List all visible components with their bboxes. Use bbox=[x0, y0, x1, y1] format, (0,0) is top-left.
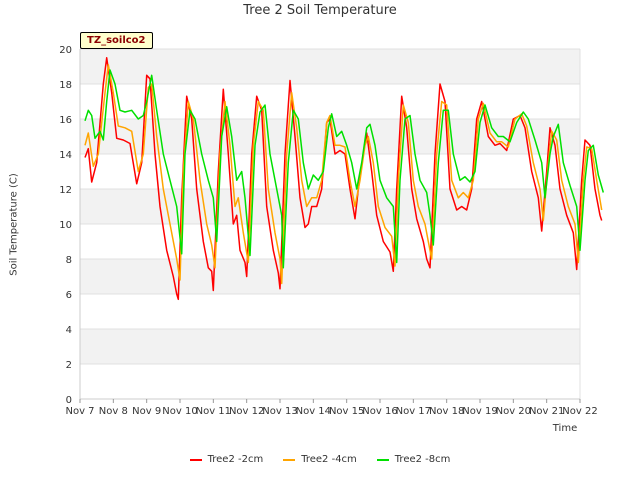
x-tick-label: Nov 15 bbox=[329, 406, 364, 417]
y-tick-labels: 0 2 4 6 8 10 12 14 16 18 20 bbox=[59, 45, 72, 406]
x-axis-label: Time bbox=[552, 423, 578, 434]
x-tick-label: Nov 7 bbox=[65, 406, 94, 417]
y-tick-label: 20 bbox=[59, 45, 72, 56]
y-tick-label: 2 bbox=[66, 360, 72, 371]
site-badge: TZ_soilco2 bbox=[80, 32, 153, 49]
series-line-1 bbox=[84, 64, 603, 285]
series-lines bbox=[84, 57, 605, 301]
band bbox=[80, 119, 580, 154]
y-tick-label: 18 bbox=[59, 80, 72, 91]
x-tick-label: Nov 16 bbox=[362, 406, 397, 417]
legend-label-2cm: Tree2 -2cm bbox=[207, 454, 264, 465]
x-tick-label: Nov 13 bbox=[262, 406, 297, 417]
x-tick-label: Nov 14 bbox=[296, 406, 331, 417]
x-tick-label: Nov 9 bbox=[132, 406, 161, 417]
y-tick-label: 16 bbox=[59, 115, 72, 126]
x-tick-label: Nov 17 bbox=[396, 406, 431, 417]
legend-swatch-4cm bbox=[283, 458, 296, 461]
y-tick-label: 12 bbox=[59, 185, 72, 196]
band bbox=[80, 189, 580, 224]
legend-swatch-8cm bbox=[376, 458, 389, 461]
y-tick-label: 0 bbox=[66, 395, 72, 406]
band bbox=[80, 329, 580, 364]
legend-label-4cm: Tree2 -4cm bbox=[301, 454, 357, 465]
series-line-2 bbox=[84, 69, 605, 269]
legend-label-8cm: Tree2 -8cm bbox=[394, 454, 451, 465]
y-tick-label: 14 bbox=[59, 150, 72, 161]
y-tick-label: 8 bbox=[66, 255, 72, 266]
legend-swatch-2cm bbox=[189, 458, 202, 461]
legend-item-2cm: Tree2 -2cm bbox=[189, 454, 264, 465]
x-tick-label: Nov 21 bbox=[529, 406, 564, 417]
x-tick-label: Nov 22 bbox=[562, 406, 597, 417]
x-tick-label: Nov 19 bbox=[462, 406, 497, 417]
legend: Tree2 -2cm Tree2 -4cm Tree2 -8cm bbox=[0, 454, 640, 465]
y-tick-label: 6 bbox=[66, 290, 72, 301]
legend-item-4cm: Tree2 -4cm bbox=[283, 454, 357, 465]
chart-title: Tree 2 Soil Temperature bbox=[243, 3, 397, 18]
x-tick-label: Nov 18 bbox=[429, 406, 464, 417]
x-tick-label: Nov 12 bbox=[229, 406, 264, 417]
background-bands bbox=[80, 49, 580, 364]
legend-item-8cm: Tree2 -8cm bbox=[376, 454, 451, 465]
x-tick-label: Nov 20 bbox=[496, 406, 531, 417]
x-tick-label: Nov 8 bbox=[99, 406, 128, 417]
y-tick-label: 10 bbox=[59, 220, 72, 231]
band bbox=[80, 259, 580, 294]
x-tick-label: Nov 11 bbox=[196, 406, 231, 417]
band bbox=[80, 49, 580, 84]
x-tick-label: Nov 10 bbox=[162, 406, 197, 417]
y-tick-label: 4 bbox=[66, 325, 72, 336]
series-line-0 bbox=[84, 57, 603, 301]
